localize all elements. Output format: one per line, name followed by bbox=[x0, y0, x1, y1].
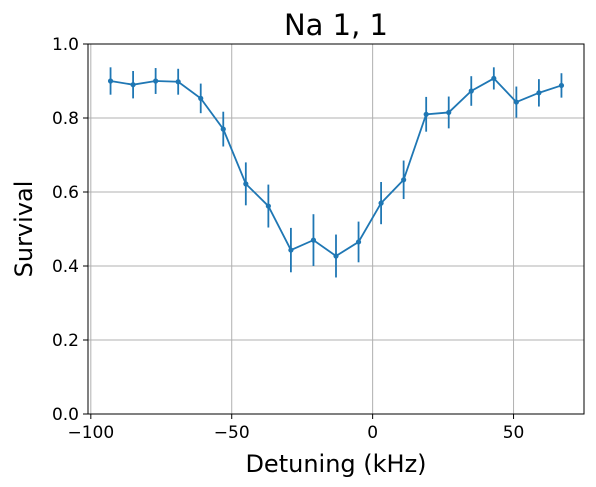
data-point bbox=[378, 200, 384, 206]
data-points bbox=[107, 75, 565, 259]
y-tick-label: 0.2 bbox=[52, 331, 79, 351]
data-point bbox=[310, 237, 317, 243]
data-point bbox=[107, 78, 114, 84]
data-point bbox=[355, 239, 362, 245]
y-axis-label: Survival bbox=[10, 181, 38, 278]
error-bars bbox=[109, 67, 563, 278]
data-point bbox=[513, 99, 519, 105]
plot-frame bbox=[87, 43, 585, 415]
data-point bbox=[491, 75, 497, 82]
data-point bbox=[220, 126, 226, 132]
data-point bbox=[198, 95, 204, 101]
data-point bbox=[468, 88, 474, 94]
x-axis-label: Detuning (kHz) bbox=[245, 450, 426, 478]
data-point bbox=[175, 79, 181, 85]
data-point bbox=[153, 78, 159, 84]
data-point bbox=[243, 181, 249, 187]
data-point bbox=[288, 247, 294, 253]
data-point bbox=[536, 90, 542, 96]
x-axis-ticks: −100 −50 0 50 bbox=[67, 414, 524, 443]
data-point bbox=[401, 177, 407, 183]
series-line bbox=[110, 77, 562, 258]
data-point bbox=[423, 111, 429, 117]
data-point bbox=[446, 109, 452, 116]
x-tick-label: 50 bbox=[503, 423, 525, 443]
x-tick-label: −50 bbox=[214, 423, 250, 443]
data-point bbox=[130, 82, 136, 88]
x-tick-label: −100 bbox=[67, 423, 114, 443]
y-tick-label: 1.0 bbox=[52, 35, 79, 55]
y-tick-label: 0.4 bbox=[52, 257, 79, 277]
y-axis-ticks: 0.0 0.2 0.4 0.6 0.8 1.0 bbox=[52, 35, 88, 425]
y-tick-label: 0.8 bbox=[52, 109, 79, 129]
data-point bbox=[333, 253, 339, 259]
data-point bbox=[558, 82, 565, 89]
y-tick-label: 0.0 bbox=[52, 405, 79, 425]
y-tick-label: 0.6 bbox=[52, 183, 79, 203]
x-tick-label: 0 bbox=[367, 423, 378, 443]
chart-title: Na 1, 1 bbox=[284, 8, 388, 42]
grid-lines bbox=[88, 43, 584, 415]
data-point bbox=[265, 203, 271, 209]
